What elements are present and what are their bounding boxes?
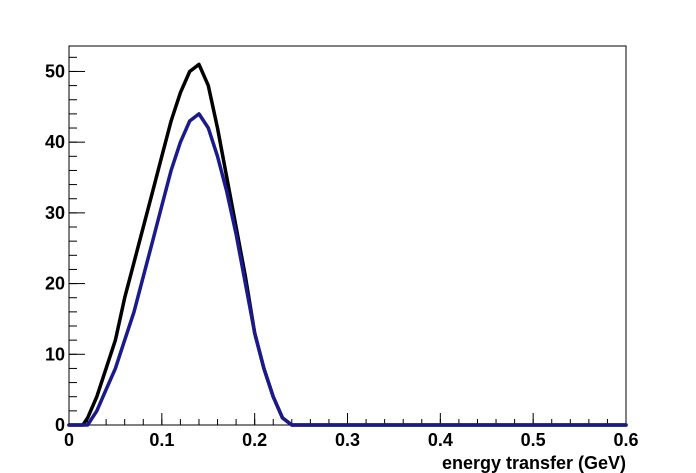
x-axis-ticks: 0 0.1 0.2 0.3 0.4 0.5 0.6 [64,413,639,450]
x-tick-label: 0.2 [242,430,267,450]
y-tick-label: 50 [45,61,65,81]
x-axis-title: energy transfer (GeV) [442,453,626,473]
y-tick-label: 10 [45,344,65,364]
y-tick-label: 0 [55,415,65,435]
series-layer [67,62,628,427]
x-tick-label: 0.5 [521,430,546,450]
y-axis-ticks: 0 10 20 30 40 50 [45,61,85,435]
y-tick-label: 30 [45,203,65,223]
x-tick-label: 0.6 [613,430,638,450]
x-tick-label: 0.4 [428,430,453,450]
x-tick-label: 0 [64,430,74,450]
y-axis-minor-ticks [69,56,77,426]
y-tick-label: 40 [45,132,65,152]
y-tick-label: 20 [45,274,65,294]
series-line-2 [67,112,628,427]
x-tick-label: 0.1 [149,430,174,450]
x-tick-label: 0.3 [335,430,360,450]
